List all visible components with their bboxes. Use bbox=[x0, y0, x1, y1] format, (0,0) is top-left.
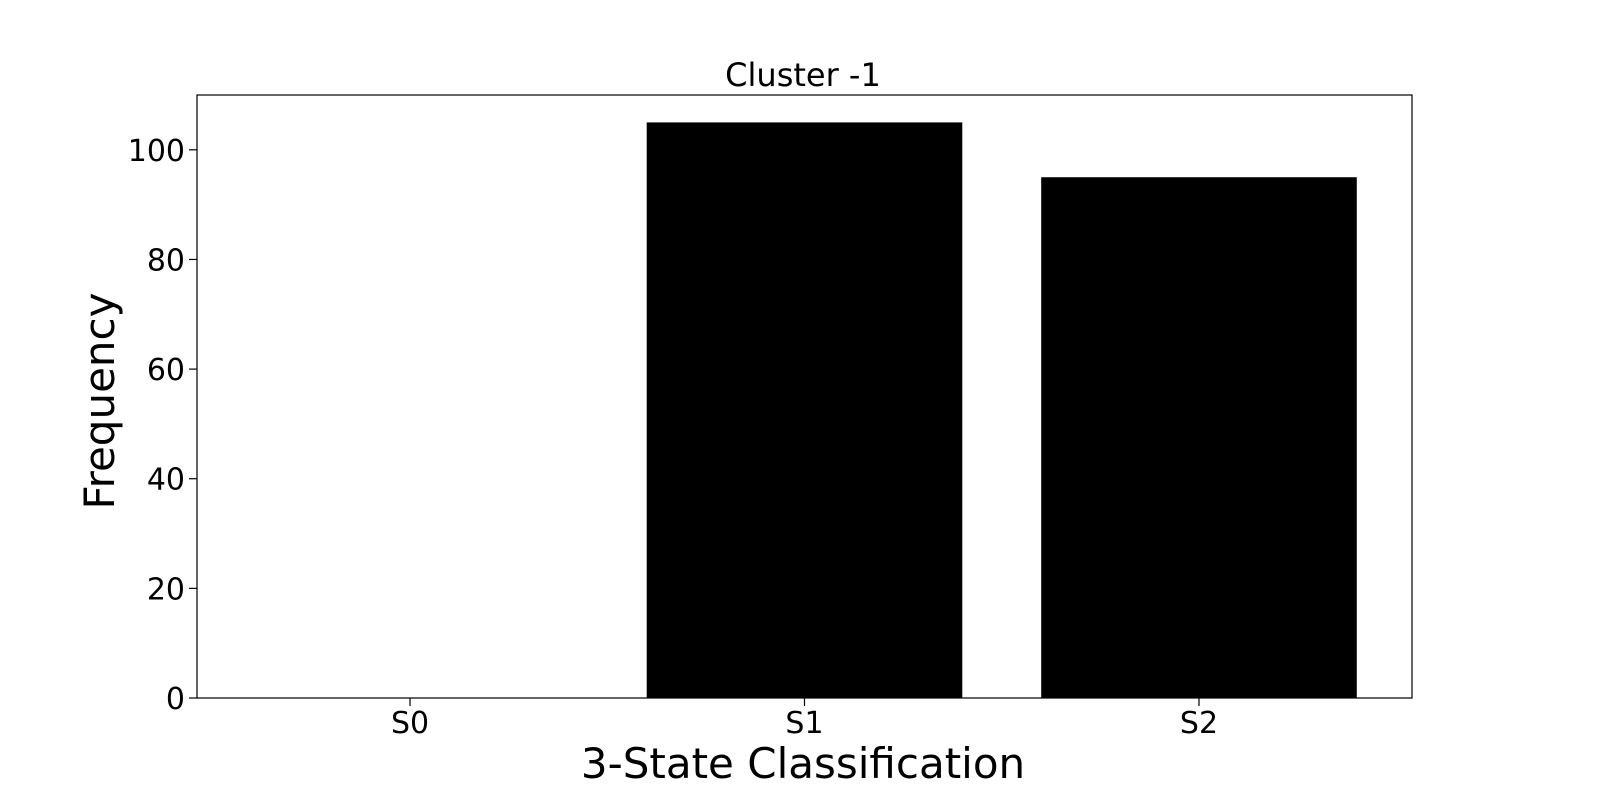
y-tick-label: 100 bbox=[128, 134, 185, 169]
bar-series bbox=[646, 122, 1357, 699]
y-tick-label: 0 bbox=[166, 682, 185, 717]
y-axis-ticks: 0 20 40 60 80 100 bbox=[128, 134, 197, 717]
x-axis-label: 3-State Classification bbox=[581, 739, 1025, 788]
bar-s2 bbox=[1041, 177, 1357, 698]
bar-s1 bbox=[646, 122, 963, 699]
x-tick-label: S0 bbox=[391, 706, 429, 741]
x-tick-label: S1 bbox=[785, 706, 823, 741]
x-axis-ticks: S0 S1 S2 bbox=[391, 698, 1218, 741]
y-axis-label: Frequency bbox=[75, 293, 124, 510]
x-tick-label: S2 bbox=[1180, 706, 1218, 741]
plot-area-frame bbox=[196, 94, 1413, 699]
y-tick-label: 60 bbox=[147, 353, 185, 388]
y-tick-label: 80 bbox=[147, 243, 185, 278]
y-tick-label: 20 bbox=[147, 572, 185, 607]
y-tick-label: 40 bbox=[147, 463, 185, 498]
chart-title: Cluster -1 bbox=[725, 56, 881, 94]
